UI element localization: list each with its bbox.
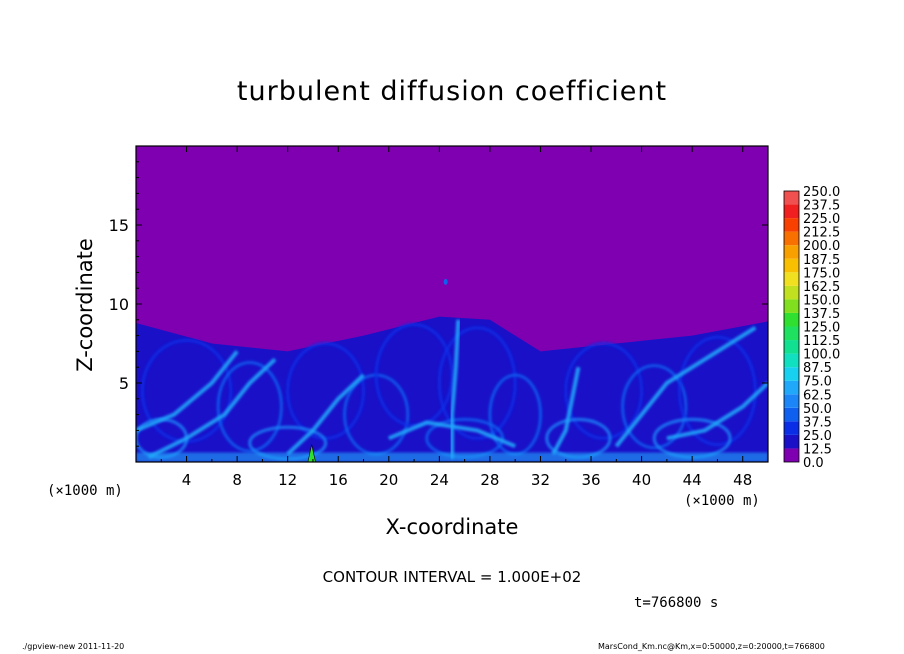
surface-band xyxy=(136,452,768,462)
colorbar-swatch xyxy=(784,299,799,313)
swirl-contour xyxy=(564,342,644,440)
colorbar-label: 175.0 xyxy=(803,266,840,281)
swirl-contour xyxy=(437,326,517,440)
x-tick-label: 12 xyxy=(278,471,297,489)
x-tick-label: 4 xyxy=(182,471,192,489)
y-axis: 5 10 15 xyxy=(109,161,768,447)
colorbar-swatch xyxy=(784,407,799,422)
x-tick-label: 44 xyxy=(683,471,702,489)
colorbar-label: 87.5 xyxy=(803,361,832,376)
x-tick-label: 16 xyxy=(329,471,348,489)
turbulent-layer xyxy=(136,278,768,462)
filament xyxy=(286,373,365,456)
x-tick-label: 24 xyxy=(430,471,449,489)
colorbar-label: 200.0 xyxy=(803,239,840,254)
footer-left: ./gpview-new 2011-11-20 xyxy=(22,642,125,651)
x-tick-label: 8 xyxy=(232,471,242,489)
colorbar-swatch xyxy=(784,326,799,341)
colorbar: 0.012.525.037.550.062.575.087.5100.0112.… xyxy=(783,185,840,471)
swirl-contour xyxy=(216,360,283,453)
x-axis-label: X-coordinate xyxy=(0,515,904,539)
colorbar-label: 12.5 xyxy=(803,442,832,457)
y-tick-label: 5 xyxy=(119,374,129,393)
local-peak xyxy=(307,444,316,462)
colorbar-label: 62.5 xyxy=(803,388,832,403)
x-tick-label: 36 xyxy=(581,471,600,489)
colorbar-swatch xyxy=(784,353,799,368)
colorbar-label: 100.0 xyxy=(803,348,840,363)
footer-right: MarsCond_Km.nc@Km,x=0:50000,z=0:20000,t=… xyxy=(598,642,825,651)
x-unit-label-right: (×1000 m) xyxy=(684,493,760,509)
colorbar-swatch xyxy=(784,312,799,327)
contour-interval: CONTOUR INTERVAL = 1.000E+02 xyxy=(322,568,582,586)
filament xyxy=(450,319,461,459)
colorbar-label: 75.0 xyxy=(803,375,832,390)
filament xyxy=(551,366,581,456)
filament xyxy=(147,357,277,460)
colorbar-label: 37.5 xyxy=(803,415,832,430)
filament xyxy=(388,420,516,449)
colorbar-swatch xyxy=(784,394,799,408)
colorbar-swatch xyxy=(784,245,799,259)
x-tick-label: 28 xyxy=(480,471,499,489)
colorbar-label: 125.0 xyxy=(803,321,840,336)
colorbar-label: 187.5 xyxy=(803,253,840,268)
x-tick-label: 32 xyxy=(531,471,550,489)
x-axis-label-text: X-coordinate xyxy=(385,515,519,539)
colorbar-label: 112.5 xyxy=(803,334,840,349)
colorbar-swatch xyxy=(784,204,799,219)
colorbar-label: 237.5 xyxy=(803,199,840,214)
colorbar-swatch xyxy=(784,231,799,246)
filament xyxy=(666,381,768,441)
colorbar-swatch xyxy=(784,448,799,462)
colorbar-swatch xyxy=(784,272,799,286)
filament xyxy=(614,326,757,448)
colorbar-swatch xyxy=(784,421,799,435)
x-unit-label-left: (×1000 m) xyxy=(47,483,123,499)
colorbar-swatch xyxy=(784,191,799,205)
x-tick-label: 20 xyxy=(379,471,398,489)
colorbar-swatch xyxy=(784,340,799,354)
x-axis: 4 8 12 16 20 24 28 32 36 40 44 48 xyxy=(160,146,752,489)
colorbar-label: 50.0 xyxy=(803,402,832,417)
plot-area xyxy=(135,145,769,463)
colorbar-label: 150.0 xyxy=(803,293,840,308)
colorbar-label: 225.0 xyxy=(803,212,840,227)
colorbar-swatch xyxy=(784,367,799,381)
swirl-contour xyxy=(678,335,757,447)
y-axis-label: Z-coordinate xyxy=(73,238,97,372)
colorbar-label: 0.0 xyxy=(803,456,824,471)
y-tick-label: 10 xyxy=(109,295,129,314)
colorbar-swatch xyxy=(784,285,799,300)
swirl-contour xyxy=(621,364,688,450)
chart-title: turbulent diffusion coefficient xyxy=(236,76,668,107)
time-label: t=766800 s xyxy=(634,595,719,611)
colorbar-label: 212.5 xyxy=(803,226,840,241)
isolated-blob xyxy=(443,278,448,285)
colorbar-swatch xyxy=(784,218,799,232)
colorbar-frame xyxy=(783,190,800,463)
colorbar-label: 137.5 xyxy=(803,307,840,322)
colorbar-swatch xyxy=(784,258,799,273)
colorbar-label: 162.5 xyxy=(803,280,840,295)
y-tick-label: 15 xyxy=(109,216,129,235)
colorbar-swatch xyxy=(784,380,799,395)
colorbar-swatch xyxy=(784,434,799,449)
colorbar-label: 250.0 xyxy=(803,185,840,200)
x-tick-label: 40 xyxy=(632,471,651,489)
filament xyxy=(136,350,239,433)
x-tick-label: 48 xyxy=(733,471,752,489)
colorbar-label: 25.0 xyxy=(803,429,832,444)
